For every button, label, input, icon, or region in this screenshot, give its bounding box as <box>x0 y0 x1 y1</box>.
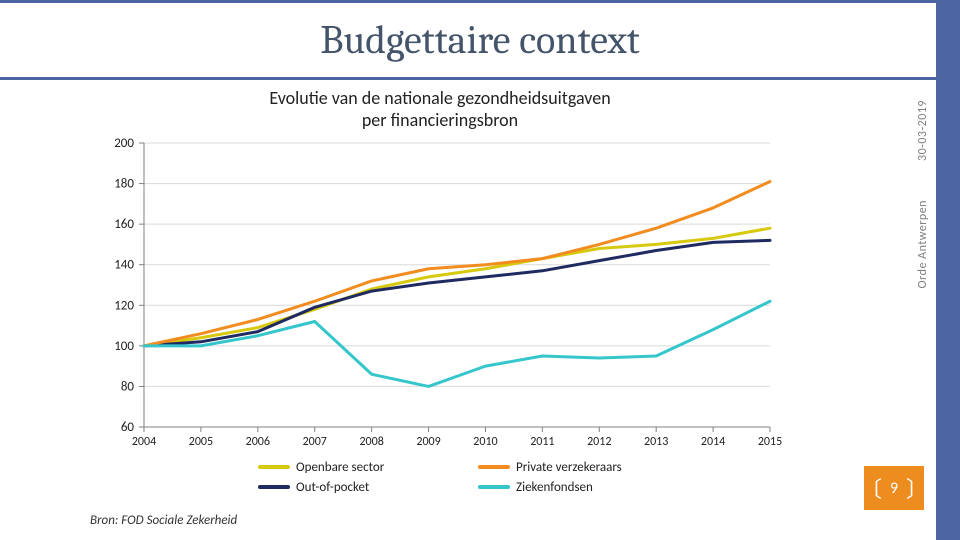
svg-text:80: 80 <box>121 380 135 395</box>
svg-text:2005: 2005 <box>189 435 213 449</box>
chart-container: Evolutie van de nationale gezondheidsuit… <box>90 88 790 528</box>
svg-text:2013: 2013 <box>644 435 668 449</box>
svg-text:2015: 2015 <box>758 435 782 449</box>
svg-text:Private verzekeraars: Private verzekeraars <box>516 460 622 475</box>
sidebar-accent <box>936 0 960 540</box>
slide-org: Orde Antwerpen <box>916 200 930 288</box>
line-chart: 60 80 100 120 140 160 180 200 2004 2005 2006 2007 20… <box>90 135 790 455</box>
svg-text:2009: 2009 <box>416 435 440 449</box>
svg-text:2012: 2012 <box>587 435 611 449</box>
chart-legend: Openbare sector Out-of-pocket Private verz… <box>90 455 790 505</box>
svg-text:2006: 2006 <box>246 435 270 449</box>
svg-text:140: 140 <box>114 258 134 273</box>
svg-text:200: 200 <box>114 136 134 151</box>
bracket-right-icon: 〕 <box>906 472 928 504</box>
svg-text:2014: 2014 <box>701 435 725 449</box>
bracket-left-icon: 〔 <box>860 472 882 504</box>
chart-title: Evolutie van de nationale gezondheidsuit… <box>90 88 790 131</box>
title-band: Budgettaire context <box>0 0 960 80</box>
slide-date: 30-03-2019 <box>916 100 930 161</box>
svg-text:Openbare sector: Openbare sector <box>296 460 385 475</box>
svg-text:120: 120 <box>114 298 134 313</box>
svg-text:100: 100 <box>114 339 134 354</box>
svg-text:180: 180 <box>114 177 134 192</box>
svg-text:160: 160 <box>114 217 134 232</box>
svg-text:2011: 2011 <box>530 435 554 449</box>
chart-source: Bron: FOD Sociale Zekerheid <box>90 513 790 528</box>
svg-text:Out-of-pocket: Out-of-pocket <box>296 480 370 495</box>
svg-text:2010: 2010 <box>473 435 497 449</box>
svg-text:60: 60 <box>121 420 135 435</box>
chart-title-line2: per financieringsbron <box>362 109 518 131</box>
page-number: 9 <box>890 479 898 498</box>
chart-title-line1: Evolutie van de nationale gezondheidsuit… <box>269 87 610 109</box>
slide-title: Budgettaire context <box>320 17 639 63</box>
svg-text:2004: 2004 <box>132 435 156 449</box>
page-number-box: 〔 9 〕 <box>864 466 924 510</box>
svg-text:2008: 2008 <box>359 435 383 449</box>
svg-text:2007: 2007 <box>303 435 327 449</box>
svg-text:Ziekenfondsen: Ziekenfondsen <box>516 480 593 495</box>
